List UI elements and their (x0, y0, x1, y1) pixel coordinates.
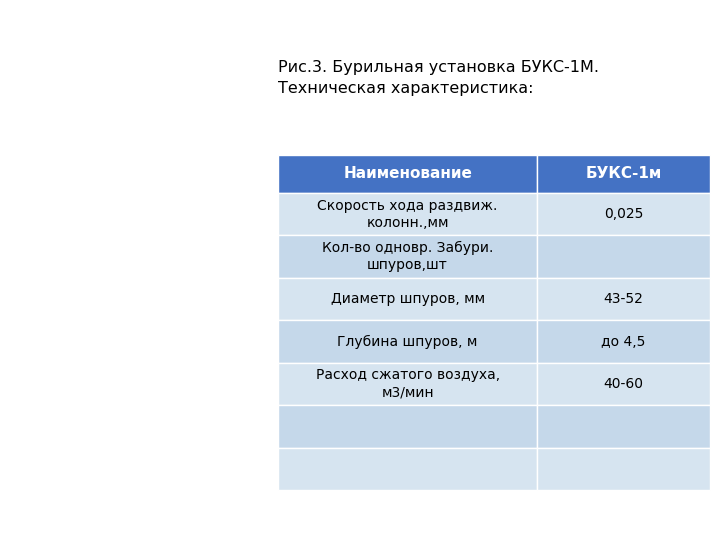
Text: 40-60: 40-60 (603, 377, 644, 391)
Polygon shape (278, 155, 537, 193)
Polygon shape (278, 278, 537, 320)
Text: Расход сжатого воздуха,
м3/мин: Расход сжатого воздуха, м3/мин (315, 368, 500, 400)
Text: 0,025: 0,025 (604, 207, 643, 221)
Text: Кол-во одновр. Забури.
шпуров,шт: Кол-во одновр. Забури. шпуров,шт (322, 241, 493, 272)
Polygon shape (537, 193, 710, 235)
Text: 43-52: 43-52 (603, 292, 644, 306)
Polygon shape (537, 320, 710, 363)
Polygon shape (278, 363, 537, 405)
Polygon shape (537, 278, 710, 320)
Polygon shape (278, 193, 537, 235)
Polygon shape (278, 405, 537, 448)
Polygon shape (537, 235, 710, 278)
Polygon shape (537, 155, 710, 193)
Text: Наименование: Наименование (343, 166, 472, 181)
Text: Глубина шпуров, м: Глубина шпуров, м (338, 334, 478, 348)
Polygon shape (278, 448, 537, 490)
Text: Рис.3. Бурильная установка БУКС-1М.
Техническая характеристика:: Рис.3. Бурильная установка БУКС-1М. Техн… (278, 60, 599, 96)
Text: Скорость хода раздвиж.
колонн.,мм: Скорость хода раздвиж. колонн.,мм (318, 199, 498, 230)
Text: Диаметр шпуров, мм: Диаметр шпуров, мм (330, 292, 485, 306)
Text: БУКС-1м: БУКС-1м (585, 166, 662, 181)
Polygon shape (278, 235, 537, 278)
Polygon shape (537, 405, 710, 448)
Text: до 4,5: до 4,5 (601, 334, 646, 348)
Polygon shape (537, 448, 710, 490)
Polygon shape (537, 363, 710, 405)
Polygon shape (278, 320, 537, 363)
